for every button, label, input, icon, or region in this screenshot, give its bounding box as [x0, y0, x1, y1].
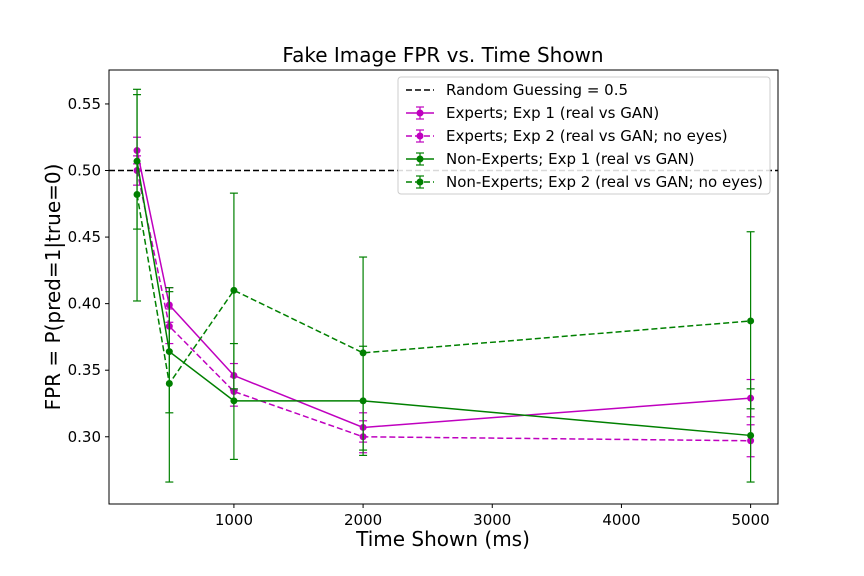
legend-item: Non-Experts; Exp 2 (real vs GAN; no eyes… — [406, 173, 763, 191]
legend-swatch-marker — [416, 132, 424, 140]
legend: Random Guessing = 0.5 Experts; Exp 1 (rea… — [397, 76, 771, 195]
y-tick-label: 0.35 — [68, 361, 101, 379]
legend-item: Random Guessing = 0.5 — [406, 81, 628, 99]
series-line — [136, 170, 751, 442]
legend-swatch-marker — [416, 178, 424, 186]
data-point — [230, 286, 238, 294]
legend-swatch-marker — [416, 109, 424, 117]
legend-label: Experts; Exp 1 (real vs GAN) — [446, 104, 659, 122]
x-tick-label: 4000 — [602, 511, 640, 529]
x-tick-label: 1000 — [215, 511, 253, 529]
y-axis-title: FPR = P(pred=1|true=0) — [41, 164, 65, 411]
data-point — [133, 190, 141, 198]
x-tick-label: 5000 — [732, 511, 770, 529]
legend-label: Non-Experts; Exp 1 (real vs GAN) — [446, 150, 695, 168]
plot-area — [109, 88, 778, 483]
y-axis: 0.30 0.35 0.40 0.45 0.50 0.55 — [68, 95, 109, 446]
data-point — [747, 317, 755, 325]
legend-item: Experts; Exp 2 (real vs GAN; no eyes) — [406, 127, 728, 145]
legend-label: Experts; Exp 2 (real vs GAN; no eyes) — [446, 127, 728, 145]
y-tick-label: 0.40 — [68, 295, 101, 313]
data-point — [230, 397, 238, 405]
chart-title: Fake Image FPR vs. Time Shown — [282, 43, 603, 67]
data-point — [747, 431, 755, 439]
data-point — [165, 380, 173, 388]
legend-item: Experts; Exp 1 (real vs GAN) — [406, 104, 659, 122]
data-point — [359, 349, 367, 357]
x-tick-label: 3000 — [473, 511, 511, 529]
legend-item: Non-Experts; Exp 1 (real vs GAN) — [406, 150, 695, 168]
y-tick-label: 0.50 — [68, 162, 101, 180]
series-2 — [133, 155, 755, 458]
y-tick-label: 0.45 — [68, 228, 101, 246]
x-tick-label: 2000 — [344, 511, 382, 529]
legend-label: Random Guessing = 0.5 — [446, 81, 628, 99]
y-tick-label: 0.55 — [68, 95, 101, 113]
y-tick-label: 0.30 — [68, 428, 101, 446]
x-axis: 1000 2000 3000 4000 5000 — [215, 504, 770, 529]
series-line — [136, 161, 751, 437]
x-axis-title: Time Shown (ms) — [355, 527, 530, 551]
series-4 — [133, 88, 755, 483]
legend-label: Non-Experts; Exp 2 (real vs GAN; no eyes… — [446, 173, 763, 191]
plot-frame — [108, 69, 779, 505]
legend-swatch-marker — [416, 155, 424, 163]
legend-box — [397, 76, 771, 195]
series-line — [136, 194, 751, 386]
